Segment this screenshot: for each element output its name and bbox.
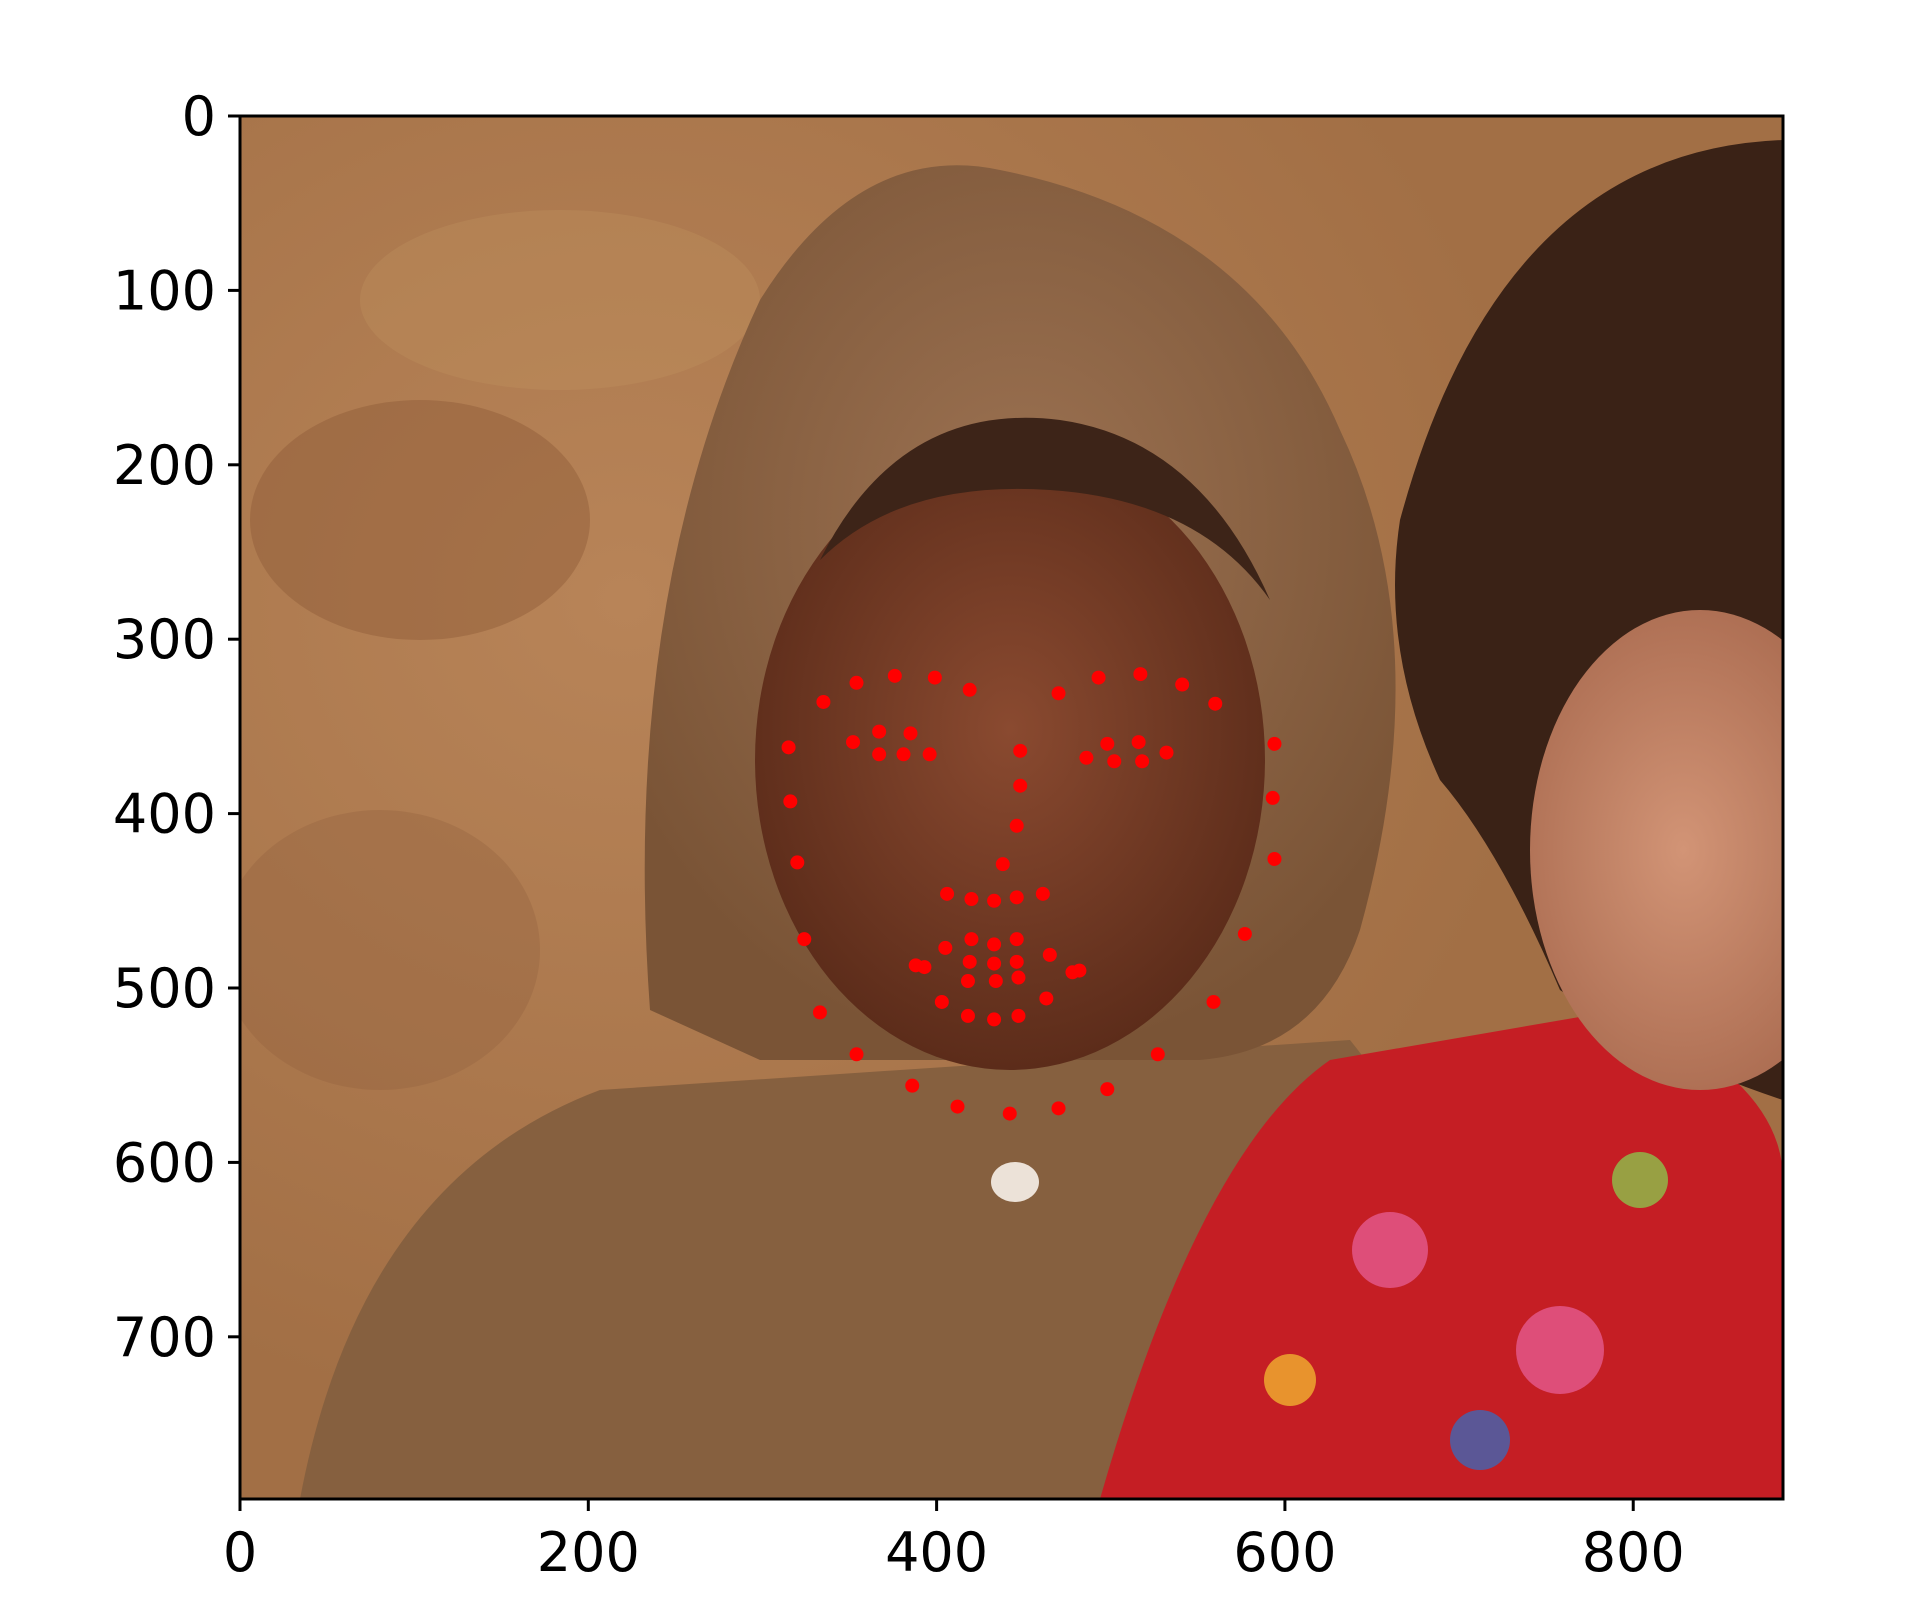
landmark-point	[790, 855, 805, 870]
y-axis: 0 100 200 300 400 500 600 700	[113, 85, 240, 1369]
landmark-point	[1267, 851, 1282, 866]
landmark-point	[1208, 696, 1223, 711]
landmark-point	[872, 724, 887, 739]
y-tick-label: 0	[182, 85, 216, 148]
landmark-point	[1011, 1008, 1026, 1023]
landmark-point	[1051, 1101, 1066, 1116]
y-tick-label: 200	[113, 434, 216, 497]
landmark-point	[988, 974, 1003, 989]
landmark-point	[1002, 1106, 1017, 1121]
landmark-point	[896, 747, 911, 762]
y-tick-label: 700	[113, 1306, 216, 1369]
landmark-point	[1265, 790, 1280, 805]
landmark-point	[783, 794, 798, 809]
landmark-point	[887, 668, 902, 683]
landmark-point	[964, 932, 979, 947]
y-tick-label: 300	[113, 608, 216, 671]
y-tick-label: 600	[113, 1131, 216, 1194]
landmark-point	[797, 932, 812, 947]
landmark-point	[1091, 670, 1106, 685]
landmark-point	[1011, 970, 1026, 985]
landmark-point	[1009, 818, 1024, 833]
landmark-point	[987, 956, 1002, 971]
x-tick-label: 600	[1233, 1521, 1336, 1584]
plot-frame	[238, 114, 1785, 1501]
x-axis: 0 200 400 600 800	[223, 1499, 1685, 1584]
landmark-point	[1051, 686, 1066, 701]
landmark-point	[1267, 736, 1282, 751]
landmark-point	[960, 1008, 975, 1023]
landmark-point	[987, 937, 1002, 952]
landmark-point	[1131, 735, 1146, 750]
landmark-point	[987, 1012, 1002, 1027]
landmark-point	[1009, 932, 1024, 947]
landmark-point	[1133, 667, 1148, 682]
landmark-point	[964, 892, 979, 907]
landmark-point	[1079, 750, 1094, 765]
landmark-point	[950, 1099, 965, 1114]
landmark-point	[962, 682, 977, 697]
landmark-point	[1039, 991, 1054, 1006]
landmark-point	[1150, 1047, 1165, 1062]
landmark-point	[922, 747, 937, 762]
landmark-point	[1100, 736, 1115, 751]
landmark-point	[1035, 886, 1050, 901]
landmark-point	[816, 694, 831, 709]
x-tick-label: 800	[1582, 1521, 1685, 1584]
x-tick-label: 400	[885, 1521, 988, 1584]
landmark-point	[1042, 947, 1057, 962]
landmark-point	[927, 670, 942, 685]
landmark-point	[940, 886, 955, 901]
landmark-point	[849, 675, 864, 690]
landmark-point	[812, 1005, 827, 1020]
landmark-point	[1135, 754, 1150, 769]
y-tick-label: 400	[113, 783, 216, 846]
landmark-point	[1065, 965, 1080, 980]
landmark-point	[960, 974, 975, 989]
y-tick-label: 100	[113, 259, 216, 322]
landmark-point	[849, 1047, 864, 1062]
landmark-point	[903, 726, 918, 741]
landmark-point	[962, 954, 977, 969]
landmark-point	[917, 960, 932, 975]
landmark-markers	[781, 667, 1282, 1121]
landmark-point	[1237, 926, 1252, 941]
landmark-point	[1009, 890, 1024, 905]
x-tick-label: 0	[223, 1521, 257, 1584]
landmark-point	[781, 740, 796, 755]
landmark-point	[872, 747, 887, 762]
landmark-point	[1159, 745, 1174, 760]
landmark-point	[1100, 1082, 1115, 1097]
y-tick-label: 500	[113, 957, 216, 1020]
landmark-point	[1107, 754, 1122, 769]
landmark-point	[1206, 994, 1221, 1009]
landmark-point	[995, 857, 1010, 872]
landmark-point	[1175, 677, 1190, 692]
landmark-point	[938, 940, 953, 955]
landmark-point	[987, 893, 1002, 908]
x-tick-label: 200	[537, 1521, 640, 1584]
landmark-point	[846, 735, 861, 750]
background-photo	[240, 116, 1783, 1499]
landmark-point	[905, 1078, 920, 1093]
landmark-point	[1013, 778, 1028, 793]
landmark-point	[1009, 954, 1024, 969]
landmark-point	[1013, 743, 1028, 758]
landmark-point	[934, 994, 949, 1009]
